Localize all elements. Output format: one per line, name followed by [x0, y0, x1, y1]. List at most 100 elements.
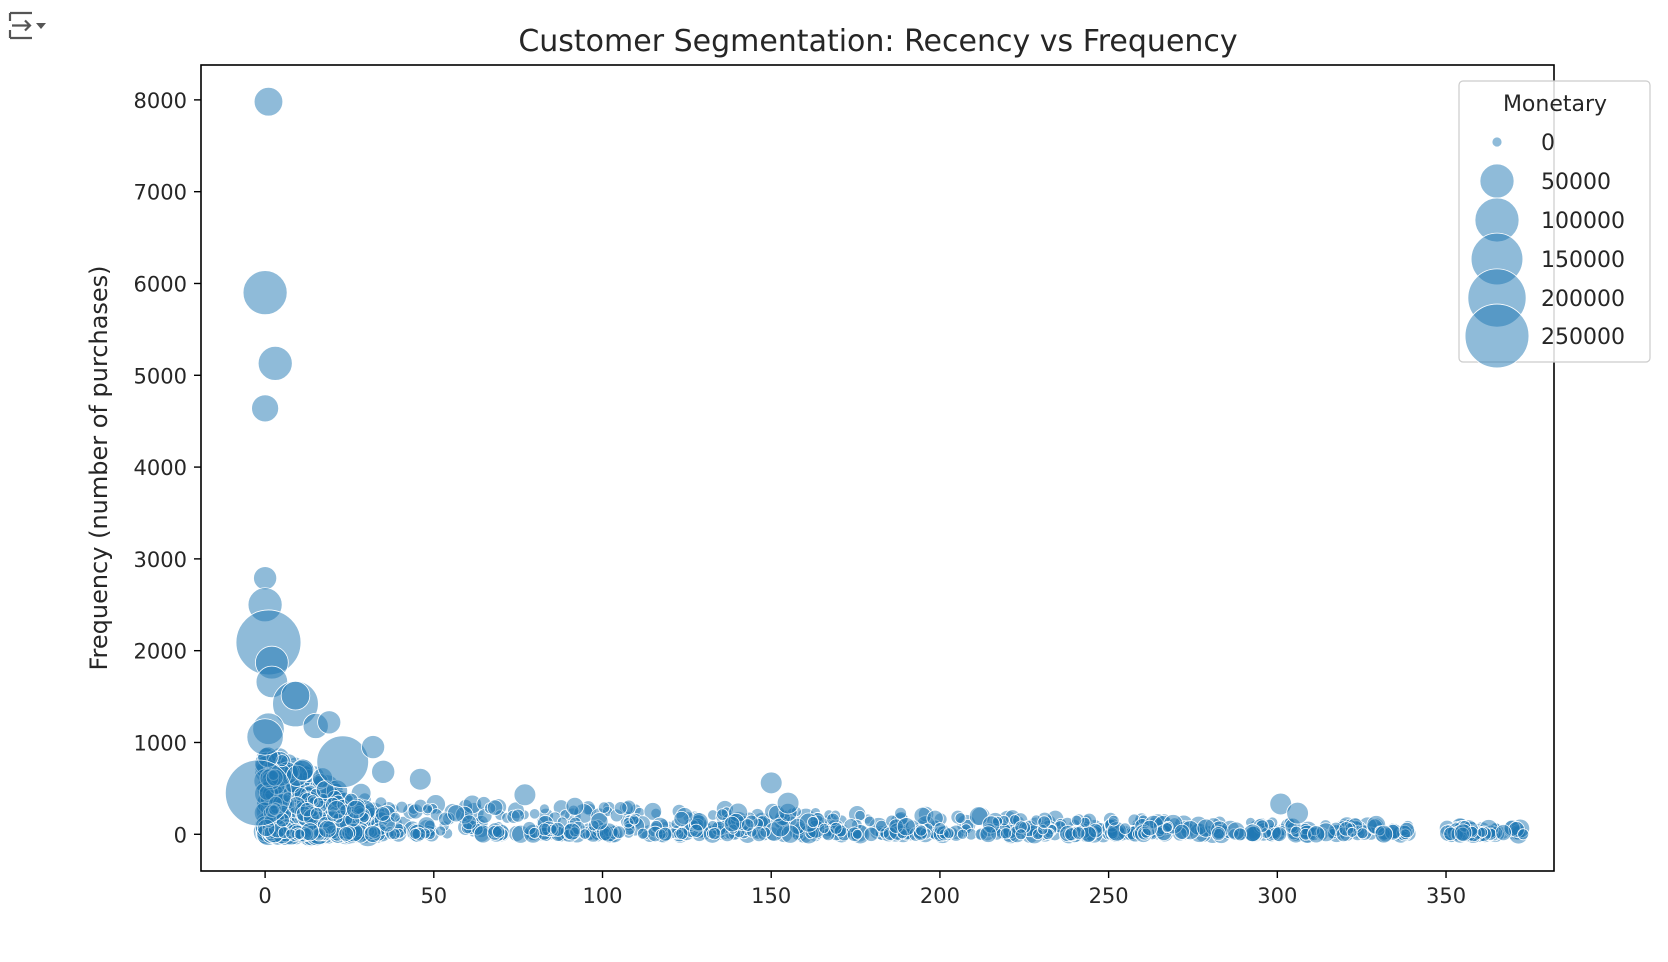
data-point: [1233, 827, 1247, 842]
data-point: [565, 796, 585, 816]
data-point: [852, 828, 863, 840]
data-point: [389, 811, 401, 823]
y-tick-label: 3000: [134, 548, 187, 572]
plot-frame: [200, 64, 1555, 872]
data-point: [1356, 827, 1369, 840]
data-point: [1477, 826, 1489, 838]
data-point: [246, 718, 284, 756]
data-point: [318, 819, 337, 839]
x-tick-label: 50: [420, 884, 447, 908]
data-point: [1271, 826, 1288, 843]
data-point: [253, 86, 284, 117]
data-point: [1374, 824, 1394, 844]
data-point: [409, 827, 422, 840]
data-point: [979, 825, 998, 843]
legend: Monetary 0 50000 100000 150000 200000 250000: [1458, 80, 1651, 369]
data-point: [613, 801, 628, 815]
data-point: [643, 802, 663, 821]
data-point: [313, 796, 325, 809]
data-point: [1286, 801, 1309, 825]
data-point: [863, 815, 876, 828]
data-point: [253, 566, 278, 591]
data-point: [741, 818, 755, 832]
y-tick-label: 4000: [134, 456, 187, 480]
data-point: [707, 826, 722, 841]
y-tick-label: 2000: [134, 640, 187, 664]
data-point: [461, 814, 478, 831]
data-point: [759, 771, 783, 795]
legend-marker: [1479, 163, 1515, 199]
legend-label: 150000: [1541, 248, 1625, 273]
data-point: [689, 823, 704, 838]
y-tick-label: 8000: [134, 89, 187, 113]
data-point: [612, 825, 626, 839]
x-tick-label: 150: [751, 884, 791, 908]
data-point: [1453, 823, 1473, 842]
data-point: [513, 783, 537, 807]
data-point: [1118, 822, 1132, 835]
data-point: [590, 812, 609, 831]
legend-marker: [1491, 136, 1503, 148]
data-point: [447, 804, 466, 823]
data-point: [954, 812, 967, 824]
y-tick-label: 0: [174, 823, 187, 847]
data-point: [675, 827, 689, 840]
data-point: [293, 828, 306, 840]
data-point: [363, 825, 382, 843]
data-point: [1173, 823, 1190, 840]
data-point: [346, 799, 366, 820]
data-point: [716, 808, 729, 821]
data-point: [224, 759, 292, 827]
points-layer: [224, 86, 1531, 848]
legend-marker: [1464, 303, 1530, 369]
data-point: [257, 345, 293, 381]
data-point: [751, 826, 767, 843]
output-collapse-icon[interactable]: [6, 8, 48, 44]
data-point: [863, 826, 879, 842]
data-point: [280, 680, 311, 711]
legend-label: 200000: [1541, 287, 1625, 312]
data-point: [291, 758, 315, 782]
data-point: [539, 803, 550, 815]
data-point: [317, 710, 342, 735]
data-point: [1495, 824, 1512, 842]
data-point: [579, 828, 591, 840]
legend-label: 0: [1541, 131, 1555, 156]
y-axis-label: Frequency (number of purchases): [85, 265, 113, 670]
legend-title: Monetary: [1503, 92, 1607, 117]
y-tick-label: 6000: [134, 272, 187, 296]
data-point: [550, 822, 566, 837]
data-point: [251, 394, 280, 423]
data-point: [361, 735, 386, 760]
data-point: [818, 822, 830, 834]
data-point: [374, 806, 391, 822]
data-point: [1346, 826, 1358, 838]
data-point: [511, 808, 525, 823]
data-point: [529, 808, 541, 820]
data-point: [528, 826, 541, 839]
data-point: [628, 814, 640, 826]
chart-title: Customer Segmentation: Recency vs Freque…: [518, 24, 1237, 59]
data-point: [915, 824, 928, 837]
data-point: [409, 767, 432, 791]
data-point: [563, 822, 581, 841]
x-tick-label: 0: [258, 884, 271, 908]
x-tick-label: 200: [920, 884, 960, 908]
data-point: [338, 826, 354, 842]
x-tick-label: 350: [1426, 884, 1466, 908]
data-point: [1141, 819, 1158, 837]
data-point: [1211, 826, 1226, 842]
data-point: [1307, 825, 1326, 844]
legend-label: 50000: [1541, 170, 1611, 195]
data-point: [316, 735, 369, 789]
data-point: [723, 815, 741, 833]
data-point: [1071, 826, 1086, 840]
data-point: [435, 825, 447, 837]
x-tick-label: 250: [1089, 884, 1129, 908]
data-point: [371, 759, 396, 784]
data-point: [829, 821, 843, 835]
data-point: [1517, 828, 1530, 841]
data-point: [327, 800, 347, 820]
data-point: [636, 827, 649, 840]
y-tick-label: 5000: [134, 364, 187, 388]
